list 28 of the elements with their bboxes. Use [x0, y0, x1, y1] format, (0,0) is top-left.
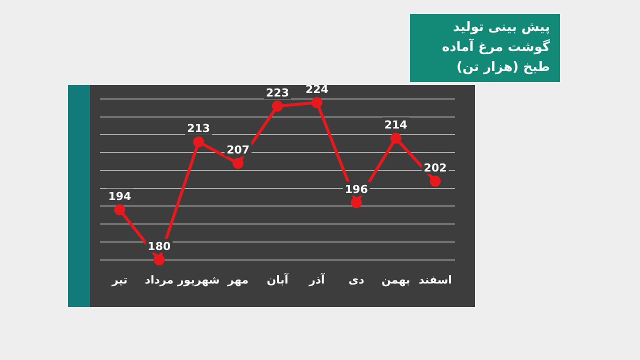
x-tick-label: تیر [110, 273, 128, 286]
data-label: 207 [226, 144, 250, 157]
data-label: 213 [187, 122, 210, 136]
point [114, 204, 126, 216]
point [390, 132, 402, 144]
x-tick-label: دی [348, 273, 365, 286]
x-tick-label: اسفند [418, 273, 452, 286]
x-tick-label: بهمن [381, 273, 410, 286]
text: پیش بینی تولید گوشت مرغ آماده طبخ (هزار تن) [410, 14, 560, 82]
data-label: 214 [384, 118, 408, 132]
data-label: 223 [266, 86, 289, 100]
x-tick-label: مهر [226, 273, 249, 286]
point [154, 254, 165, 266]
data-label: 202 [424, 162, 447, 175]
point [311, 97, 322, 108]
point [193, 136, 204, 148]
data-label: 194 [108, 190, 132, 204]
data-label: 196 [344, 182, 368, 196]
point [272, 100, 283, 112]
point [430, 176, 441, 187]
x-tick-label: شهریور [176, 273, 220, 286]
point [232, 158, 244, 169]
data-label: 180 [148, 240, 171, 254]
x-tick-label: آذر [308, 272, 326, 286]
x-tick-label: آبان [266, 272, 288, 286]
point [350, 197, 362, 208]
x-tick-label: مرداد [144, 273, 174, 286]
data-label: 224 [305, 82, 329, 96]
